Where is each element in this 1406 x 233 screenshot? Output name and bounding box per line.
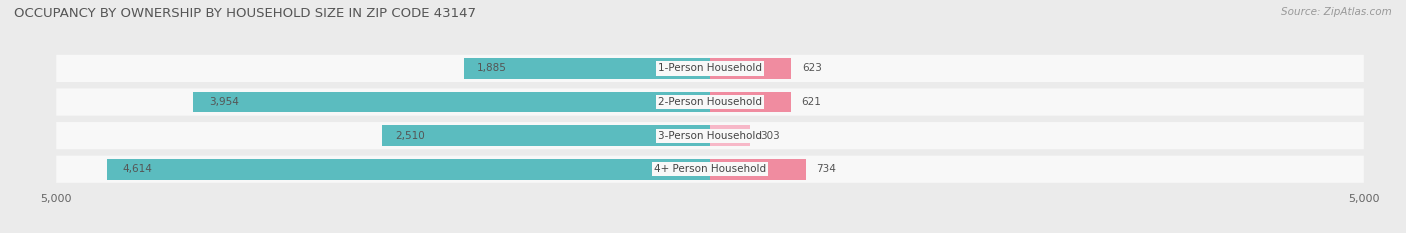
Text: 621: 621 <box>801 97 821 107</box>
Text: 303: 303 <box>761 131 780 141</box>
FancyBboxPatch shape <box>56 122 1364 149</box>
Text: 4,614: 4,614 <box>122 164 152 174</box>
Bar <box>710 58 792 79</box>
Bar <box>464 58 710 79</box>
Text: 734: 734 <box>817 164 837 174</box>
FancyBboxPatch shape <box>56 89 1364 116</box>
Bar <box>382 125 710 146</box>
Text: Source: ZipAtlas.com: Source: ZipAtlas.com <box>1281 7 1392 17</box>
Text: 2-Person Household: 2-Person Household <box>658 97 762 107</box>
Text: 3,954: 3,954 <box>208 97 239 107</box>
Text: 1-Person Household: 1-Person Household <box>658 63 762 73</box>
FancyBboxPatch shape <box>56 156 1364 183</box>
Bar <box>107 159 710 180</box>
Text: 1,885: 1,885 <box>477 63 506 73</box>
Text: 4+ Person Household: 4+ Person Household <box>654 164 766 174</box>
FancyBboxPatch shape <box>56 55 1364 82</box>
Bar <box>710 125 749 146</box>
Bar <box>193 92 710 113</box>
Text: 2,510: 2,510 <box>395 131 425 141</box>
Text: OCCUPANCY BY OWNERSHIP BY HOUSEHOLD SIZE IN ZIP CODE 43147: OCCUPANCY BY OWNERSHIP BY HOUSEHOLD SIZE… <box>14 7 477 20</box>
Text: 3-Person Household: 3-Person Household <box>658 131 762 141</box>
Text: 623: 623 <box>801 63 823 73</box>
Bar <box>710 159 806 180</box>
Bar <box>710 92 792 113</box>
